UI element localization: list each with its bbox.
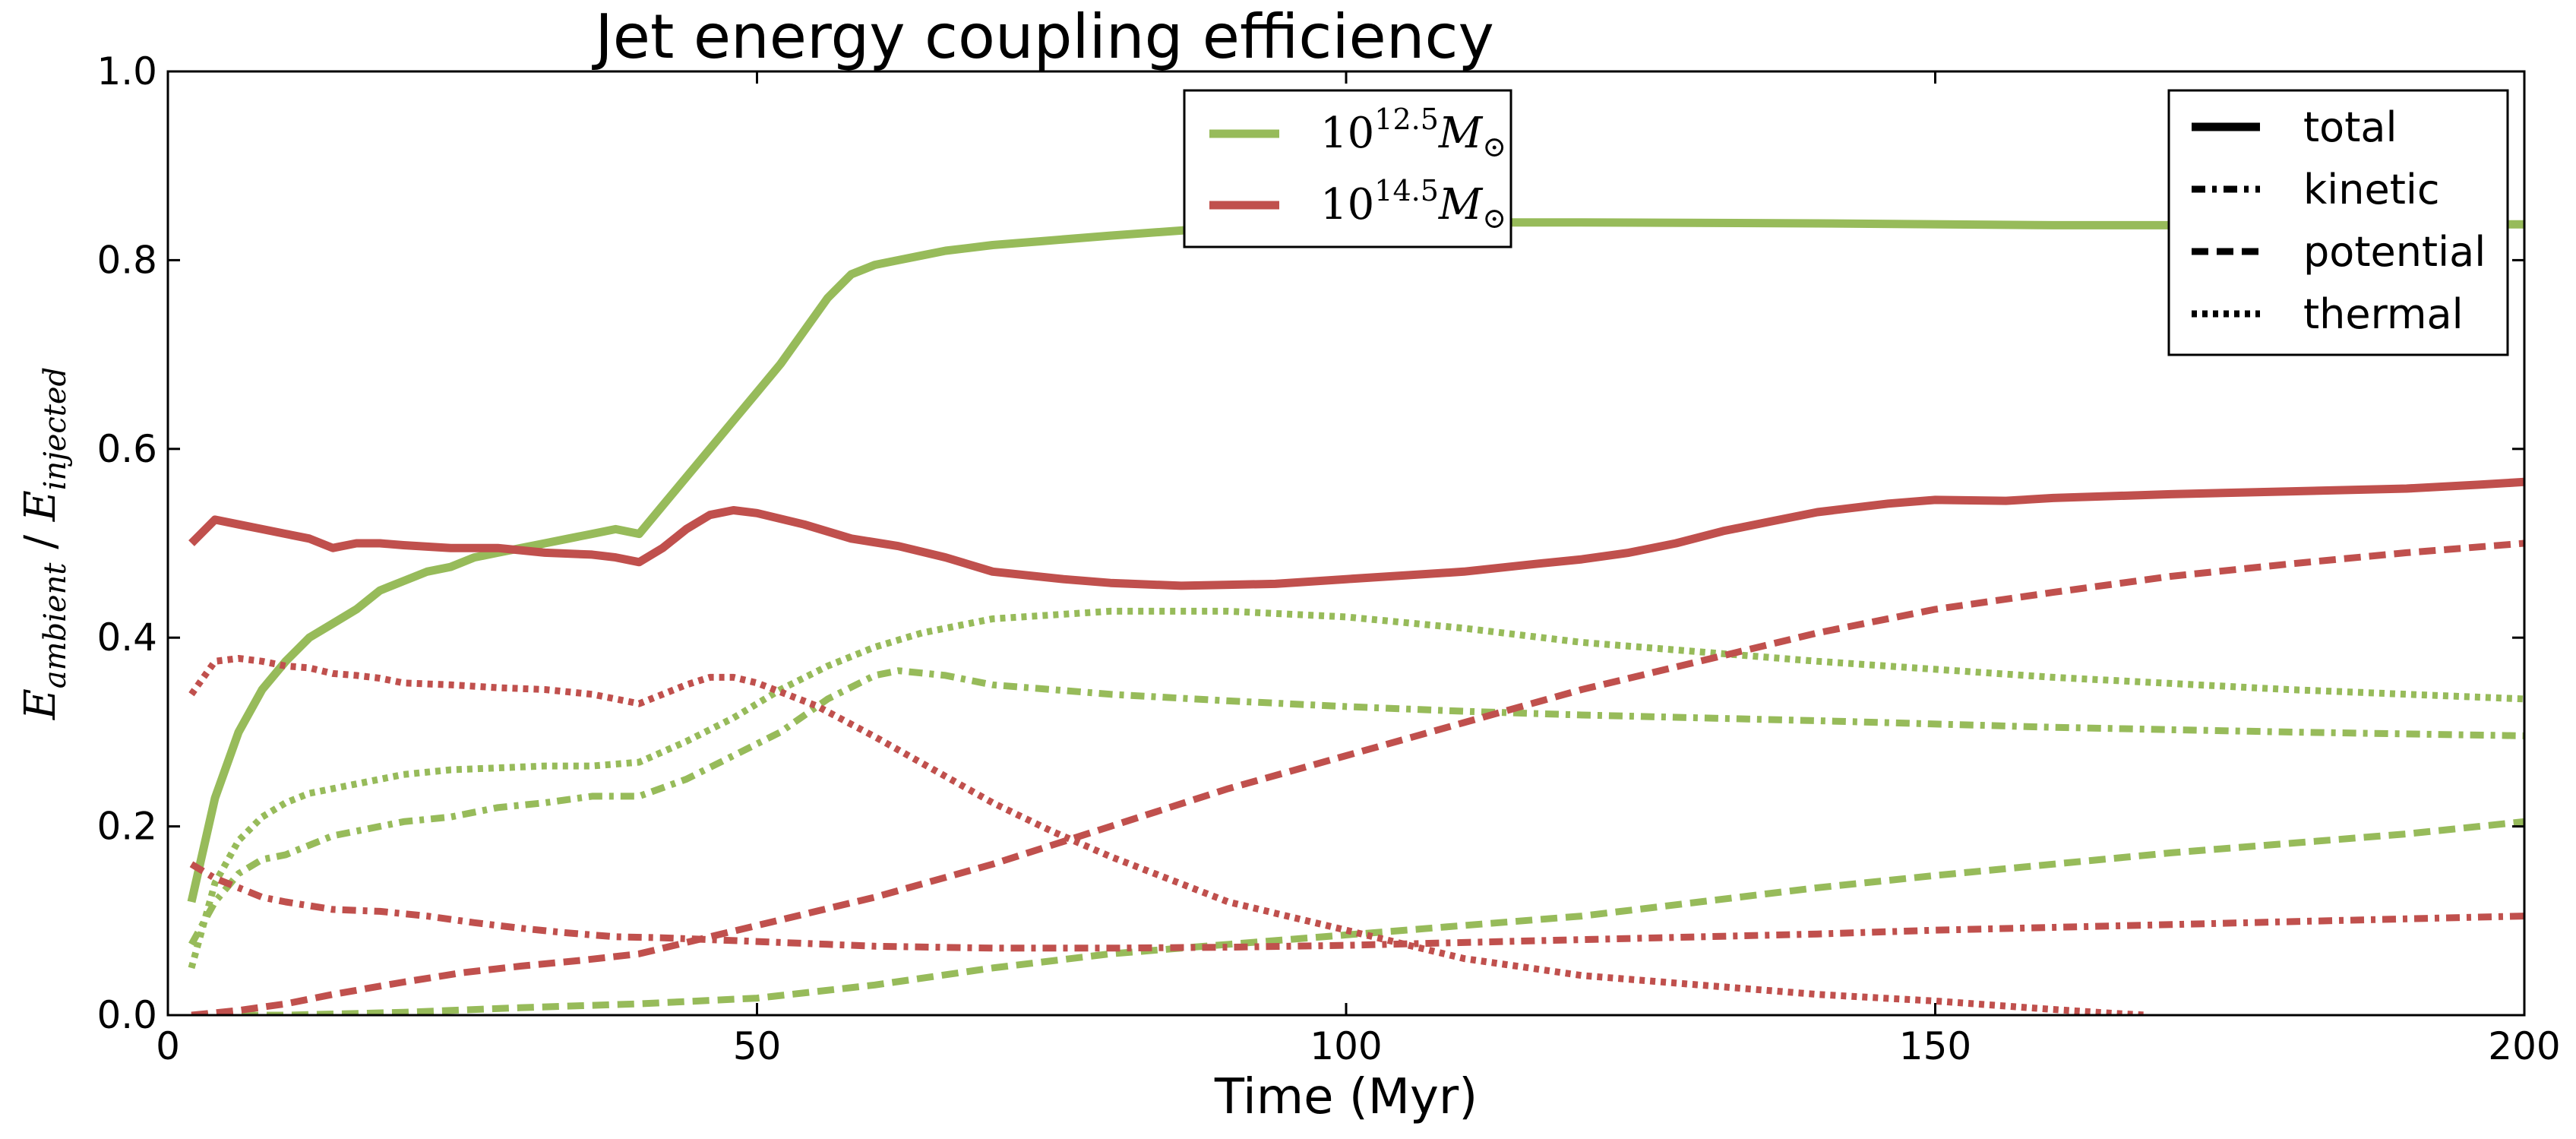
y-axis: 0.0 0.2 0.4 0.6 0.8 1.0 <box>96 49 2524 1037</box>
legend-mass-box <box>1183 89 1512 248</box>
legend-component-box <box>2167 89 2509 356</box>
legend-component-label: potential <box>2303 228 2486 276</box>
y-axis-label: Eambient / Einjected <box>16 367 73 720</box>
x-axis-label: Time (Myr) <box>1214 1069 1478 1125</box>
series-line-14-5-kinetic <box>189 861 2524 952</box>
legend-component: total kinetic potential thermal <box>2167 89 2509 356</box>
series-line-14-5-thermal <box>188 655 2148 1015</box>
x-tick-label: 100 <box>1310 1024 1382 1068</box>
x-tick-label: 50 <box>733 1024 782 1068</box>
series-line-12-5-thermal <box>188 607 2524 970</box>
series-line-12-5-potential <box>191 818 2524 1015</box>
legend-component-label: thermal <box>2303 290 2464 338</box>
x-axis: 0 50 100 150 200 <box>156 71 2561 1068</box>
legend-mass: 1012.5M⊙ 1014.5M⊙ <box>1183 89 1512 248</box>
series-line-14-5-potential <box>191 539 2524 1015</box>
series-line-12-5-kinetic <box>188 667 2524 946</box>
legend-mass-label: 1012.5M⊙ <box>1320 103 1506 163</box>
x-tick-label: 0 <box>156 1024 180 1068</box>
y-tick-label: 0.2 <box>96 805 157 849</box>
legend-component-label: kinetic <box>2303 166 2440 214</box>
chart-title: Jet energy coupling efficiency <box>591 2 1494 72</box>
y-tick-label: 0.0 <box>96 993 157 1037</box>
series-line-14-5-total <box>188 477 2524 590</box>
y-tick-label: 1.0 <box>96 49 157 93</box>
legend-mass-label: 1014.5M⊙ <box>1320 174 1506 235</box>
legend-component-label: total <box>2303 103 2397 151</box>
y-tick-label: 0.6 <box>96 427 157 471</box>
x-tick-label: 200 <box>2488 1024 2560 1068</box>
svg-text:Eambient / Einjected: Eambient / Einjected <box>16 367 73 720</box>
y-tick-label: 0.4 <box>96 615 157 660</box>
y-tick-label: 0.8 <box>96 238 157 282</box>
x-tick-label: 150 <box>1899 1024 1971 1068</box>
